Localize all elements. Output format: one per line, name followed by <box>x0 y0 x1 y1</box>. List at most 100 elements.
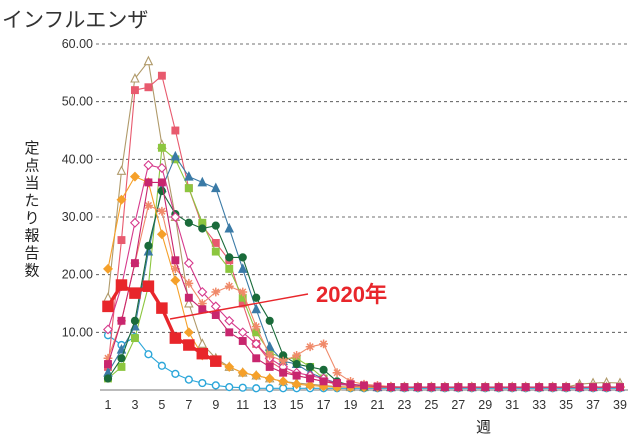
data-point <box>130 259 139 268</box>
data-point <box>238 287 248 297</box>
data-point <box>292 371 301 380</box>
data-point <box>454 383 463 392</box>
data-point <box>237 367 248 378</box>
y-tick-label: 10.00 <box>62 325 93 339</box>
data-point <box>305 342 315 352</box>
y-axis-label-char: 定 <box>24 139 39 157</box>
data-point <box>400 383 409 392</box>
data-point <box>265 384 274 393</box>
data-point <box>211 247 220 256</box>
x-tick-label: 31 <box>505 398 519 412</box>
series-5 <box>103 150 625 392</box>
data-point <box>184 278 194 288</box>
data-point <box>169 332 182 344</box>
data-point <box>157 361 166 370</box>
annotation-pointer <box>169 293 309 320</box>
data-point <box>156 163 167 173</box>
data-point <box>142 280 155 292</box>
data-point <box>117 316 126 325</box>
data-point <box>102 300 114 313</box>
data-point <box>196 347 209 360</box>
x-tick-label: 25 <box>424 398 438 412</box>
data-point <box>264 373 275 384</box>
data-point <box>171 256 180 265</box>
annotation-2020: 2020年 <box>316 282 387 307</box>
data-point <box>562 383 571 392</box>
gridlines <box>96 43 628 333</box>
data-point <box>197 176 208 187</box>
data-point <box>306 362 315 372</box>
data-point <box>211 221 220 230</box>
data-point <box>413 383 422 392</box>
data-point <box>171 126 180 135</box>
y-tick-label: 50.00 <box>62 95 93 109</box>
data-point <box>198 224 207 233</box>
data-point <box>103 374 113 383</box>
data-point <box>143 160 154 171</box>
series-0 <box>102 279 222 367</box>
x-tick-label: 11 <box>236 398 249 412</box>
data-point <box>346 380 355 389</box>
data-point <box>197 338 208 348</box>
data-point <box>494 383 503 392</box>
y-tick-label: 40.00 <box>62 152 93 166</box>
data-point <box>225 253 234 262</box>
data-point <box>183 339 195 351</box>
data-point <box>225 328 234 337</box>
data-point <box>156 302 168 314</box>
data-point <box>333 379 342 388</box>
x-tick-label: 15 <box>290 398 304 412</box>
data-point <box>184 375 193 384</box>
data-point <box>170 212 181 222</box>
data-point <box>170 275 181 286</box>
series-4 <box>104 143 624 392</box>
data-point <box>144 241 153 250</box>
data-point <box>292 359 301 369</box>
data-point <box>144 350 153 359</box>
series-group <box>102 55 625 393</box>
data-point <box>211 381 220 390</box>
data-point <box>211 239 220 247</box>
data-point <box>291 379 302 390</box>
data-point <box>144 83 153 92</box>
data-point <box>115 279 128 291</box>
data-point <box>183 327 194 338</box>
x-tick-label: 9 <box>212 398 219 412</box>
data-point <box>129 171 140 182</box>
data-point <box>210 182 221 193</box>
x-tick-label: 7 <box>185 398 192 412</box>
x-axis-label: 週 <box>476 418 491 436</box>
data-point <box>535 383 544 392</box>
data-point <box>211 311 220 319</box>
x-axis-ticks: 1 3 5 7 9 11 13 15 17 19 21 23 25 27 29 31 33 35 37 39 <box>105 398 627 412</box>
series-line <box>107 60 621 388</box>
x-tick-label: 19 <box>344 398 358 412</box>
y-axis-label-char: り <box>24 209 39 227</box>
data-point <box>251 322 261 331</box>
data-point <box>143 245 154 256</box>
data-point <box>237 263 248 273</box>
data-point <box>157 178 166 187</box>
data-point <box>129 217 140 228</box>
x-tick-label: 35 <box>559 398 573 412</box>
data-point <box>602 383 611 392</box>
data-point <box>157 206 167 216</box>
data-point <box>157 71 166 80</box>
y-axis-label-char: 当 <box>24 174 39 192</box>
data-point <box>306 374 315 383</box>
data-point <box>184 293 193 302</box>
data-point <box>117 236 126 245</box>
data-point <box>170 264 180 274</box>
data-point <box>237 327 248 338</box>
data-point <box>144 201 153 210</box>
data-point <box>548 383 557 392</box>
data-point <box>184 184 193 193</box>
data-point <box>211 287 221 297</box>
data-point <box>184 297 194 308</box>
data-point <box>225 264 234 273</box>
x-tick-label: 27 <box>451 398 465 412</box>
data-point <box>198 378 207 388</box>
chart-title: インフルエンザ <box>2 8 148 32</box>
data-point <box>521 383 530 392</box>
